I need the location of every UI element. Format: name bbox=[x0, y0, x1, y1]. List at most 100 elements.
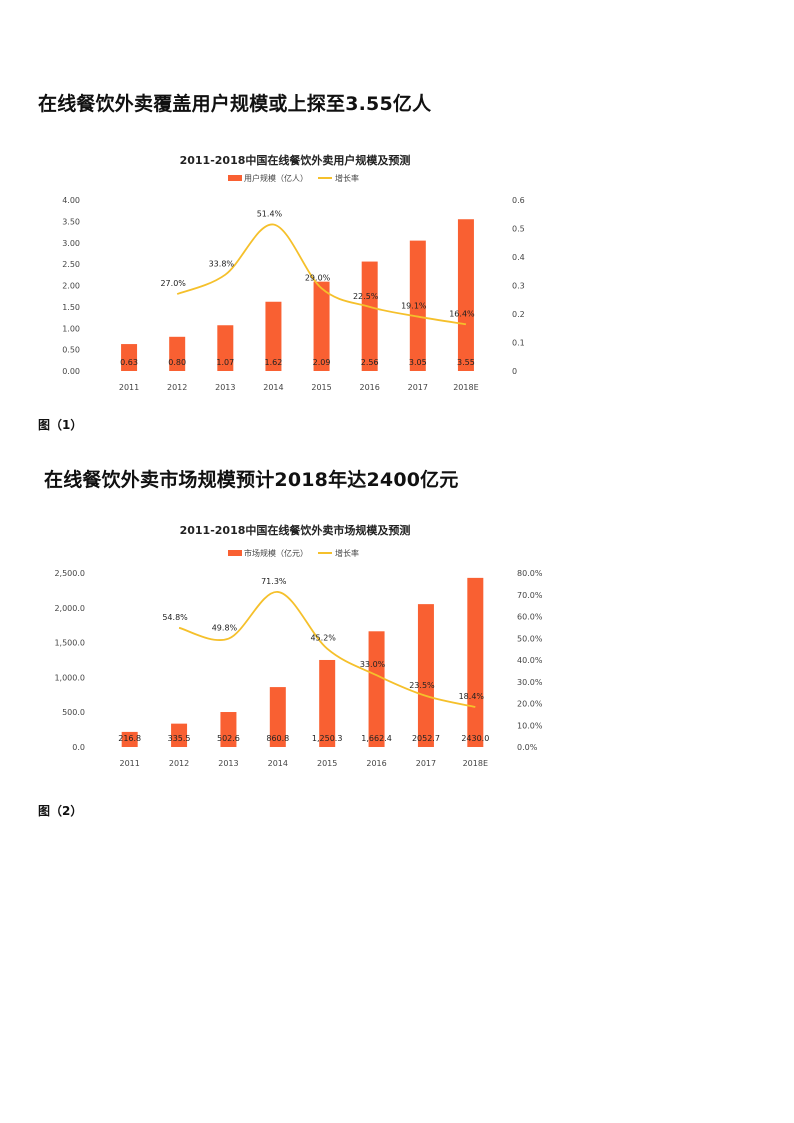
bar-value-label: 2430.0 bbox=[461, 734, 489, 743]
x-axis-label: 2015 bbox=[311, 383, 331, 392]
y-right-tick: 0.6 bbox=[512, 196, 525, 205]
bar bbox=[313, 281, 330, 371]
x-axis-label: 2016 bbox=[366, 759, 386, 768]
y-right-tick: 0.4 bbox=[512, 253, 525, 262]
bar bbox=[265, 301, 282, 371]
bar bbox=[319, 659, 336, 747]
figure-caption-1: 图（1） bbox=[38, 418, 83, 432]
growth-rate-label: 71.3% bbox=[261, 577, 287, 586]
legend-line-label: 增长率 bbox=[335, 548, 359, 558]
section-heading-market-scale: 在线餐饮外卖市场规模预计2018年达2400亿元 bbox=[44, 469, 459, 491]
y-right-tick: 0.5 bbox=[512, 225, 525, 234]
y-left-tick: 4.00 bbox=[62, 196, 80, 205]
y-right-tick: 0 bbox=[512, 367, 517, 376]
x-axis-label: 2016 bbox=[360, 383, 380, 392]
bar bbox=[220, 712, 237, 747]
y-right-tick: 0.3 bbox=[512, 282, 525, 291]
chart-user-scale: 2011-2018中国在线餐饮外卖用户规模及预测用户规模（亿人） 增长率 0.00 0… bbox=[50, 150, 550, 400]
y-right-tick: 30.0% bbox=[517, 678, 543, 687]
y-right-tick: 0.0% bbox=[517, 743, 538, 752]
y-left-tick: 3.00 bbox=[62, 239, 80, 248]
legend-bar-swatch-icon bbox=[228, 175, 242, 181]
legend-bar-label: 用户规模（亿人） bbox=[244, 173, 308, 183]
chart-title: 2011-2018中国在线餐饮外卖用户规模及预测 bbox=[180, 153, 411, 167]
x-axis-label: 2013 bbox=[215, 383, 235, 392]
growth-rate-label: 33.8% bbox=[209, 260, 235, 269]
bar-value-label: 502.6 bbox=[217, 734, 240, 743]
growth-rate-label: 18.4% bbox=[459, 692, 485, 701]
growth-rate-label: 51.4% bbox=[257, 210, 283, 219]
bar-value-label: 1.07 bbox=[216, 358, 234, 367]
growth-rate-label: 33.0% bbox=[360, 660, 386, 669]
x-axis-label: 2011 bbox=[120, 759, 140, 768]
bar-value-label: 3.55 bbox=[457, 358, 475, 367]
bar bbox=[457, 219, 474, 371]
bar-value-label: 216.8 bbox=[118, 734, 141, 743]
y-left-tick: 2.00 bbox=[62, 282, 80, 291]
y-left-tick: 2,000.0 bbox=[54, 604, 85, 613]
bar-value-label: 2052.7 bbox=[412, 734, 440, 743]
bar bbox=[217, 325, 234, 371]
y-left-tick: 3.50 bbox=[62, 217, 80, 226]
y-right-tick: 80.0% bbox=[517, 569, 543, 578]
y-right-tick: 10.0% bbox=[517, 721, 543, 730]
growth-rate-label: 27.0% bbox=[160, 279, 186, 288]
bar bbox=[417, 604, 434, 747]
bar-value-label: 335.5 bbox=[168, 734, 191, 743]
y-right-tick: 0.2 bbox=[512, 310, 525, 319]
growth-rate-label: 54.8% bbox=[162, 613, 188, 622]
chart-legend: 用户规模（亿人） 增长率 bbox=[228, 173, 359, 183]
chart-legend: 市场规模（亿元） 增长率 bbox=[228, 548, 359, 558]
y-left-tick: 1,000.0 bbox=[54, 673, 85, 682]
figure-caption-2: 图（2） bbox=[38, 804, 83, 818]
growth-rate-label: 45.2% bbox=[310, 634, 336, 643]
y-right-tick: 60.0% bbox=[517, 613, 543, 622]
growth-rate-line bbox=[176, 223, 467, 326]
growth-rate-label: 49.8% bbox=[212, 624, 238, 633]
bar bbox=[169, 336, 186, 371]
y-left-tick: 2.50 bbox=[62, 260, 80, 269]
bar-value-label: 2.56 bbox=[361, 358, 379, 367]
y-left-tick: 0.00 bbox=[62, 367, 80, 376]
bar-value-label: 1,662.4 bbox=[361, 734, 392, 743]
y-right-tick: 0.1 bbox=[512, 339, 525, 348]
bar-value-label: 3.05 bbox=[409, 358, 427, 367]
y-right-tick: 70.0% bbox=[517, 591, 543, 600]
y-right-tick: 40.0% bbox=[517, 656, 543, 665]
x-axis-label: 2014 bbox=[268, 759, 288, 768]
bar bbox=[467, 577, 484, 747]
growth-rate-label: 23.5% bbox=[409, 681, 435, 690]
legend-bar-label: 市场规模（亿元） bbox=[244, 548, 308, 558]
x-axis-label: 2018E bbox=[453, 383, 478, 392]
legend-line-label: 增长率 bbox=[335, 173, 359, 183]
x-axis-label: 2012 bbox=[167, 383, 187, 392]
y-right-tick: 50.0% bbox=[517, 634, 543, 643]
growth-rate-label: 22.5% bbox=[353, 292, 379, 301]
y-left-tick: 0.50 bbox=[62, 346, 80, 355]
bar bbox=[121, 344, 138, 371]
growth-rate-line bbox=[178, 591, 476, 708]
bar-value-label: 0.80 bbox=[168, 358, 186, 367]
bar-value-label: 860.8 bbox=[266, 734, 289, 743]
bar bbox=[409, 240, 426, 371]
legend-bar-swatch-icon bbox=[228, 550, 242, 556]
bar bbox=[368, 631, 385, 747]
bar bbox=[269, 687, 286, 747]
x-axis-label: 2017 bbox=[408, 383, 428, 392]
bar bbox=[121, 731, 138, 747]
section-heading-user-scale: 在线餐饮外卖覆盖用户规模或上探至3.55亿人 bbox=[38, 93, 432, 115]
bar-value-label: 1.62 bbox=[265, 358, 283, 367]
growth-rate-label: 16.4% bbox=[449, 309, 475, 318]
x-axis-label: 2013 bbox=[218, 759, 238, 768]
bar-value-label: 2.09 bbox=[313, 358, 331, 367]
bar bbox=[171, 723, 188, 747]
x-axis-label: 2017 bbox=[416, 759, 436, 768]
y-left-tick: 2,500.0 bbox=[54, 569, 85, 578]
y-left-tick: 0.0 bbox=[72, 743, 85, 752]
chart-title: 2011-2018中国在线餐饮外卖市场规模及预测 bbox=[180, 523, 411, 537]
bar-value-label: 1,250.3 bbox=[312, 734, 343, 743]
x-axis-label: 2012 bbox=[169, 759, 189, 768]
y-left-tick: 500.0 bbox=[62, 708, 85, 717]
